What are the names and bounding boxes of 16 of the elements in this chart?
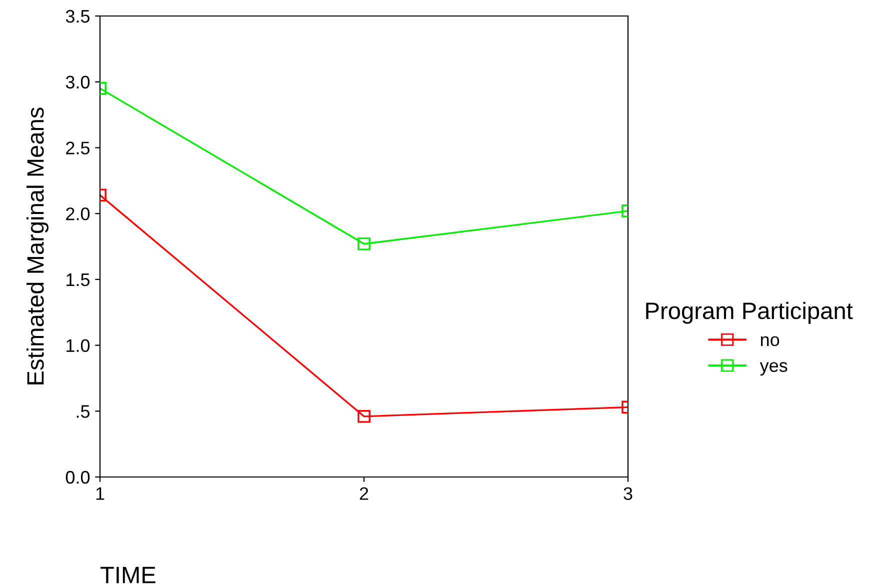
y-tick-label: 3.5 — [66, 10, 90, 23]
legend-title: Program Participant — [646, 302, 853, 324]
y-tick-label: 2.0 — [66, 208, 90, 220]
y-tick-label: .5 — [76, 405, 90, 418]
x-tick-label: 3 — [624, 487, 632, 500]
y-tick-label: 1.0 — [66, 339, 90, 352]
y-axis-title: Estimated Marginal Means — [26, 108, 49, 384]
y-tick-label: 2.5 — [66, 142, 90, 154]
y-tick-label: 3.0 — [66, 76, 90, 89]
y-tick-label: 0.0 — [66, 470, 90, 484]
legend-label: no — [760, 336, 780, 346]
legend-label: yes — [760, 362, 788, 376]
y-tick-label: 1.5 — [66, 274, 90, 286]
x-tick-label: 1 — [96, 487, 104, 500]
x-tick-label: 2 — [360, 487, 368, 500]
x-axis-title: TIME — [100, 566, 156, 584]
